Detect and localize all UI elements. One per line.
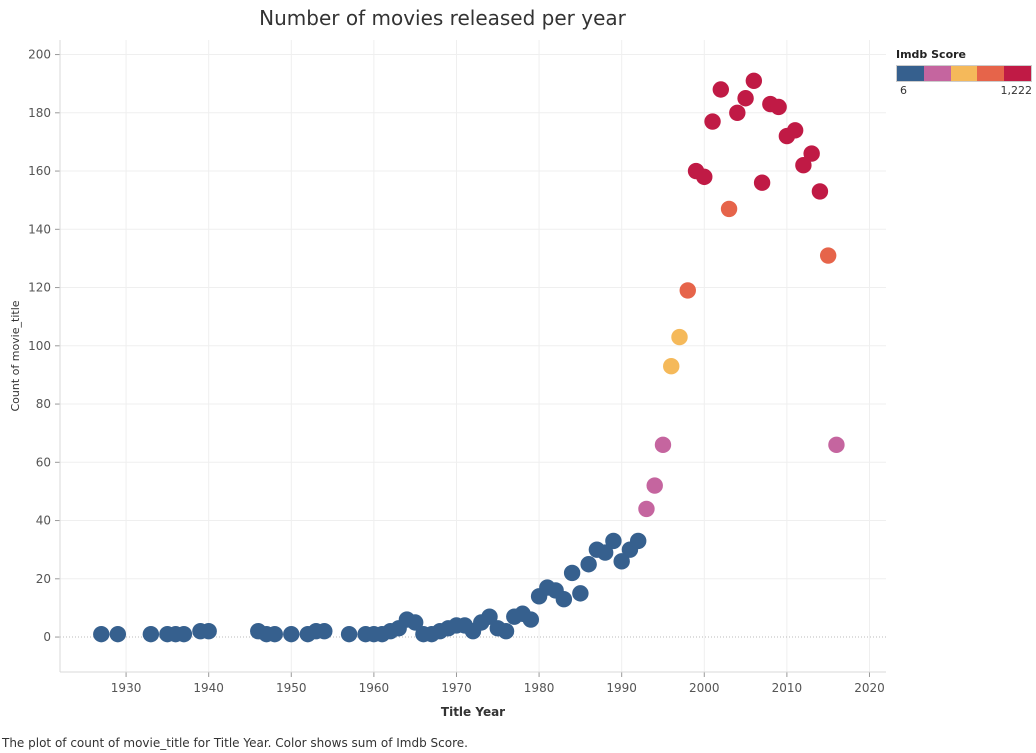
legend-swatch — [1004, 66, 1031, 81]
data-point[interactable] — [481, 608, 498, 625]
data-point[interactable] — [605, 532, 622, 550]
data-point[interactable] — [613, 553, 630, 570]
y-tick-label: 100 — [28, 339, 51, 353]
x-tick-label: 1970 — [441, 681, 472, 695]
x-tick-label: 2020 — [854, 681, 885, 695]
data-point[interactable] — [93, 625, 110, 643]
legend-swatch — [950, 66, 978, 81]
legend-max-label: 1,222 — [1000, 84, 1033, 97]
data-point[interactable] — [770, 98, 787, 116]
legend-color-bar — [896, 65, 1032, 82]
x-tick-label: 1990 — [606, 681, 637, 695]
data-point[interactable] — [630, 532, 647, 550]
data-point[interactable] — [580, 556, 597, 573]
data-point[interactable] — [704, 113, 721, 130]
data-point[interactable] — [646, 477, 663, 494]
data-point[interactable] — [696, 168, 713, 186]
y-tick-label: 160 — [28, 164, 51, 178]
y-tick-label: 80 — [36, 397, 51, 411]
data-point[interactable] — [753, 174, 771, 191]
y-tick-label: 200 — [28, 48, 51, 62]
data-point[interactable] — [803, 145, 820, 162]
y-axis-label: Count of movie_title — [9, 300, 22, 411]
x-tick-label: 1950 — [276, 681, 307, 695]
data-point[interactable] — [563, 564, 581, 582]
legend-min-label: 6 — [900, 84, 907, 97]
data-point[interactable] — [522, 611, 540, 628]
y-tick-label: 140 — [28, 222, 51, 236]
y-tick-label: 180 — [28, 106, 51, 120]
data-point[interactable] — [572, 585, 589, 602]
data-point[interactable] — [729, 104, 746, 122]
data-point[interactable] — [200, 623, 217, 640]
data-point[interactable] — [555, 590, 573, 608]
chart-title: Number of movies released per year — [259, 6, 626, 30]
y-tick-label: 40 — [36, 514, 51, 528]
data-points — [93, 72, 845, 643]
data-point[interactable] — [596, 544, 614, 561]
data-point[interactable] — [712, 81, 729, 98]
x-tick-label: 1930 — [111, 681, 142, 695]
x-axis-label: Title Year — [441, 705, 505, 719]
data-point[interactable] — [737, 90, 754, 107]
data-point[interactable] — [340, 625, 358, 643]
x-tick-label: 1980 — [524, 681, 555, 695]
data-point[interactable] — [811, 183, 829, 200]
x-tick-label: 1960 — [359, 681, 390, 695]
data-point[interactable] — [663, 357, 680, 375]
x-tick-label: 2000 — [689, 681, 720, 695]
y-tick-label: 120 — [28, 281, 51, 295]
legend-title: Imdb Score — [896, 48, 967, 61]
data-point[interactable] — [175, 625, 193, 643]
x-tick-label: 1940 — [193, 681, 224, 695]
data-point[interactable] — [654, 436, 672, 454]
legend-swatch — [923, 66, 951, 81]
data-point[interactable] — [679, 282, 696, 299]
chart-caption: The plot of count of movie_title for Tit… — [2, 736, 468, 750]
data-point[interactable] — [819, 247, 837, 264]
data-point[interactable] — [745, 72, 763, 89]
color-legend[interactable]: Imdb Score 6 1,222 — [896, 48, 1032, 98]
legend-swatch — [897, 66, 924, 81]
data-point[interactable] — [671, 328, 688, 346]
grid-lines — [60, 40, 886, 672]
data-point[interactable] — [638, 500, 655, 518]
data-point[interactable] — [266, 625, 283, 643]
legend-labels: 6 1,222 — [896, 84, 1032, 98]
data-point[interactable] — [142, 625, 160, 643]
data-point[interactable] — [109, 625, 127, 643]
y-tick-label: 60 — [36, 455, 51, 469]
data-point[interactable] — [720, 200, 738, 218]
data-point[interactable] — [406, 614, 424, 631]
data-point[interactable] — [786, 122, 804, 139]
y-tick-label: 0 — [43, 630, 51, 644]
legend-swatch — [977, 66, 1005, 81]
x-tick-label: 2010 — [772, 681, 803, 695]
data-point[interactable] — [283, 625, 300, 643]
y-tick-label: 20 — [36, 572, 51, 586]
data-point[interactable] — [828, 436, 845, 454]
data-point[interactable] — [795, 157, 812, 174]
data-point[interactable] — [497, 623, 515, 640]
axes: 1930 1940 1950 1960 1970 1980 1990 2000 2010 2020… — [28, 40, 886, 695]
data-point[interactable] — [316, 623, 333, 640]
